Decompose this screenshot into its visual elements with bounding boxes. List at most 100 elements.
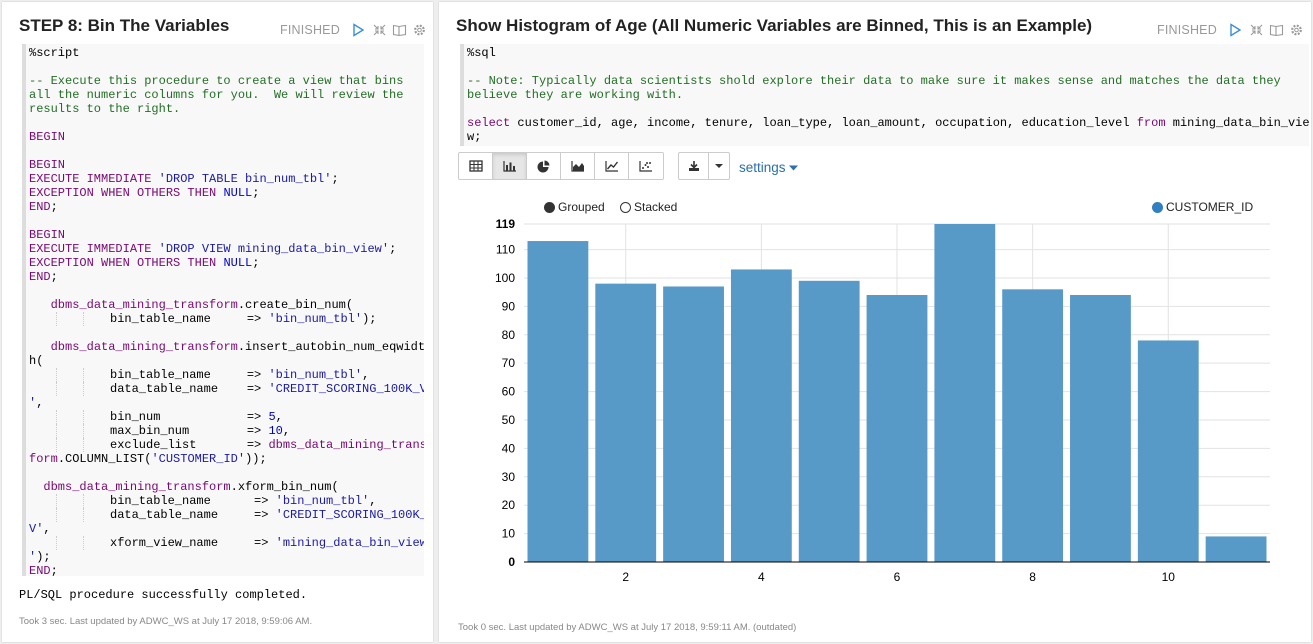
- book-icon[interactable]: [1269, 23, 1284, 37]
- paragraph-footer: Took 3 sec. Last updated by ADWC_WS at J…: [19, 616, 313, 627]
- paragraph-title: STEP 8: Bin The Variables: [19, 16, 230, 35]
- series-color-dot: [1152, 201, 1163, 213]
- status-text: FINISHED: [1157, 22, 1217, 37]
- stacked-label: Stacked: [634, 200, 678, 214]
- paragraph-footer: Took 0 sec. Last updated by ADWC_WS at J…: [458, 622, 797, 633]
- y-tick-label: 110: [496, 243, 515, 257]
- result-output: PL/SQL procedure successfully completed.: [19, 588, 308, 602]
- collapse-icon[interactable]: [1249, 23, 1264, 37]
- y-tick-label: 70: [502, 356, 516, 370]
- paragraph-bin-variables: STEP 8: Bin The Variables FINISHED %scri…: [2, 2, 433, 642]
- x-tick-label: 6: [894, 570, 901, 584]
- y-tick-label: 0: [508, 555, 515, 569]
- line-chart-view-button[interactable]: [595, 153, 629, 179]
- code-line: data_table_name => 'CREDIT_SCORING_100K_: [29, 508, 424, 522]
- download-icon: [688, 161, 699, 171]
- code-line: BEGIN: [29, 130, 66, 144]
- code-line: exclude_list => dbms_data_mining_trans: [29, 438, 424, 452]
- x-tick-label: 10: [1162, 570, 1176, 584]
- code-line: believe they are working with.: [467, 88, 684, 102]
- run-icon[interactable]: [1228, 23, 1243, 37]
- code-line: ',: [29, 396, 44, 410]
- y-tick-label: 50: [502, 413, 516, 427]
- y-tick-label: 119: [496, 217, 516, 231]
- bar-chart-icon: [502, 161, 516, 172]
- code-line: dbms_data_mining_transform.create_bin_nu…: [50, 298, 354, 312]
- code-line: BEGIN: [29, 158, 66, 172]
- code-line: [29, 466, 424, 480]
- paragraph-status: FINISHED: [280, 22, 427, 37]
- histogram-bar: [527, 241, 589, 562]
- code-line: -- Note: Typically data scientists shold…: [467, 74, 1281, 88]
- status-text: FINISHED: [280, 22, 340, 37]
- histogram-bar: [595, 283, 657, 562]
- gear-icon[interactable]: [412, 23, 427, 37]
- code-line: form.COLUMN_LIST('CUSTOMER_ID'));: [29, 452, 267, 466]
- y-tick-label: 100: [495, 271, 515, 285]
- y-tick-label: 10: [502, 527, 516, 541]
- code-line: EXCEPTION WHEN OTHERS THEN NULL;: [29, 186, 260, 200]
- code-line: xform_view_name => 'mining_data_bin_view: [29, 536, 424, 550]
- code-line: w;: [467, 130, 482, 144]
- code-line: [29, 116, 424, 130]
- code-line: EXECUTE IMMEDIATE 'DROP VIEW mining_data…: [29, 242, 397, 256]
- code-editor[interactable]: %sql -- Note: Typically data scientists …: [460, 44, 1309, 146]
- code-line: bin_table_name => 'bin_num_tbl',: [29, 494, 424, 508]
- chart-view-toolbar: [458, 152, 664, 180]
- code-line: -- Execute this procedure to create a vi…: [29, 74, 404, 88]
- paragraph-title: Show Histogram of Age (All Numeric Varia…: [456, 16, 1093, 35]
- code-line: [29, 284, 424, 298]
- histogram-bar: [798, 280, 860, 562]
- y-tick-label: 30: [502, 470, 516, 484]
- pie-chart-view-button[interactable]: [527, 153, 561, 179]
- line-chart-icon: [604, 161, 618, 172]
- histogram-bar: [730, 269, 792, 562]
- code-line: h(: [29, 354, 44, 368]
- code-line: END;: [29, 270, 58, 284]
- download-dropdown-button[interactable]: [709, 153, 729, 179]
- code-line: [467, 102, 1309, 116]
- paragraph-status: FINISHED: [1157, 22, 1304, 37]
- series-legend-item[interactable]: CUSTOMER_ID: [1152, 200, 1253, 214]
- scatter-chart-icon: [639, 161, 652, 172]
- code-line: max_bin_num => 10,: [29, 424, 424, 438]
- code-line: bin_table_name => 'bin_num_tbl');: [29, 312, 424, 326]
- code-line: [29, 214, 424, 228]
- area-chart-view-button[interactable]: [561, 153, 595, 179]
- histogram-chart: 0 10 20 30 40 50 60 70 80 90 100 110 119 2 4 6 8 10: [495, 217, 1270, 584]
- table-icon: [468, 160, 483, 172]
- histogram-bar: [1205, 536, 1267, 562]
- collapse-icon[interactable]: [372, 23, 387, 37]
- histogram-bar: [663, 286, 724, 562]
- grouped-radio[interactable]: Grouped: [544, 200, 605, 214]
- scatter-chart-view-button[interactable]: [629, 153, 663, 179]
- pie-chart-icon: [537, 160, 549, 172]
- histogram-bar: [934, 224, 996, 562]
- code-editor[interactable]: %script -- Execute this procedure to cre…: [22, 44, 424, 578]
- code-line: %sql: [467, 46, 496, 60]
- table-view-button[interactable]: [459, 153, 493, 179]
- code-line: ');: [29, 550, 51, 564]
- book-icon[interactable]: [392, 23, 407, 37]
- gear-icon[interactable]: [1289, 23, 1304, 37]
- run-icon[interactable]: [351, 23, 366, 37]
- x-tick-label: 8: [1029, 570, 1036, 584]
- settings-dropdown[interactable]: settings: [739, 160, 799, 175]
- bar-chart-view-button[interactable]: [493, 153, 527, 179]
- download-button-group: [678, 152, 730, 180]
- area-chart-icon: [570, 161, 584, 172]
- code-lines: %sql -- Note: Typically data scientists …: [464, 44, 1309, 144]
- code-line: results to the right.: [29, 102, 181, 116]
- histogram-bar: [1002, 289, 1064, 562]
- code-line: bin_num => 5,: [29, 410, 424, 424]
- x-tick-label: 2: [622, 570, 629, 584]
- code-line: [29, 60, 424, 74]
- stacked-radio[interactable]: Stacked: [620, 200, 677, 214]
- histogram-bar: [866, 295, 928, 562]
- code-line: data_table_name => 'CREDIT_SCORING_100K_…: [29, 382, 424, 396]
- y-tick-label: 20: [502, 498, 516, 512]
- code-line: select customer_id, age, income, tenure,…: [467, 116, 1309, 130]
- x-tick-label: 4: [758, 570, 765, 584]
- histogram-bar: [1137, 340, 1199, 562]
- download-button[interactable]: [679, 153, 709, 179]
